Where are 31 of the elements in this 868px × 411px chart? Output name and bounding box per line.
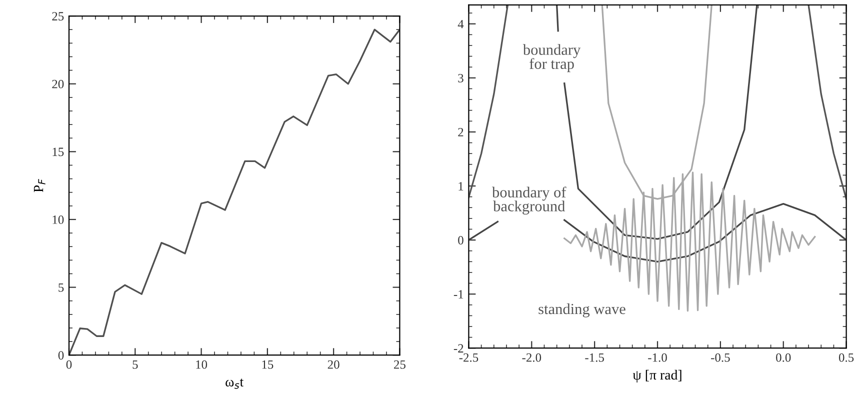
y-tick-label: 2 — [458, 128, 464, 136]
x-axis-title: ψ [π rad] — [632, 370, 682, 382]
y-tick-label: -1 — [454, 290, 464, 298]
y-tick-label: 4 — [458, 20, 464, 28]
x-tick-label: 20 — [328, 360, 340, 369]
y-tick-label: 20 — [52, 80, 64, 88]
x-tick-label: 5 — [132, 360, 138, 369]
annotation: boundary for trap — [522, 44, 581, 72]
x-tick-label: 0.0 — [776, 353, 791, 362]
x-tick-label: -1.0 — [648, 353, 667, 362]
y-axis-title: P$_{F}$ — [34, 178, 46, 192]
y-tick-label: 3 — [458, 74, 464, 82]
y-tick-label: 5 — [58, 283, 64, 292]
x-tick-label: 0 — [66, 360, 72, 369]
x-tick-label: 25 — [394, 360, 406, 369]
x-tick-label: -2.0 — [522, 353, 542, 362]
x-tick-label: -2.5 — [459, 353, 478, 362]
x-axis-title: ω$_{s}$t — [226, 378, 244, 389]
annotation: boundary of background — [492, 186, 566, 215]
y-tick-label: 10 — [52, 216, 64, 224]
y-tick-label: 15 — [52, 148, 64, 156]
x-tick-label: 15 — [262, 360, 274, 369]
x-tick-label: 10 — [196, 360, 208, 369]
y-tick-label: 1 — [458, 182, 464, 190]
annotation: standing wave — [538, 303, 626, 318]
y-tick-label: -2 — [454, 344, 464, 352]
x-tick-label: -0.5 — [711, 353, 730, 362]
x-tick-label: 0.5 — [838, 353, 854, 362]
x-tick-label: -1.5 — [585, 353, 604, 362]
y-tick-label: 25 — [52, 12, 64, 20]
y-tick-label: 0 — [458, 236, 464, 244]
